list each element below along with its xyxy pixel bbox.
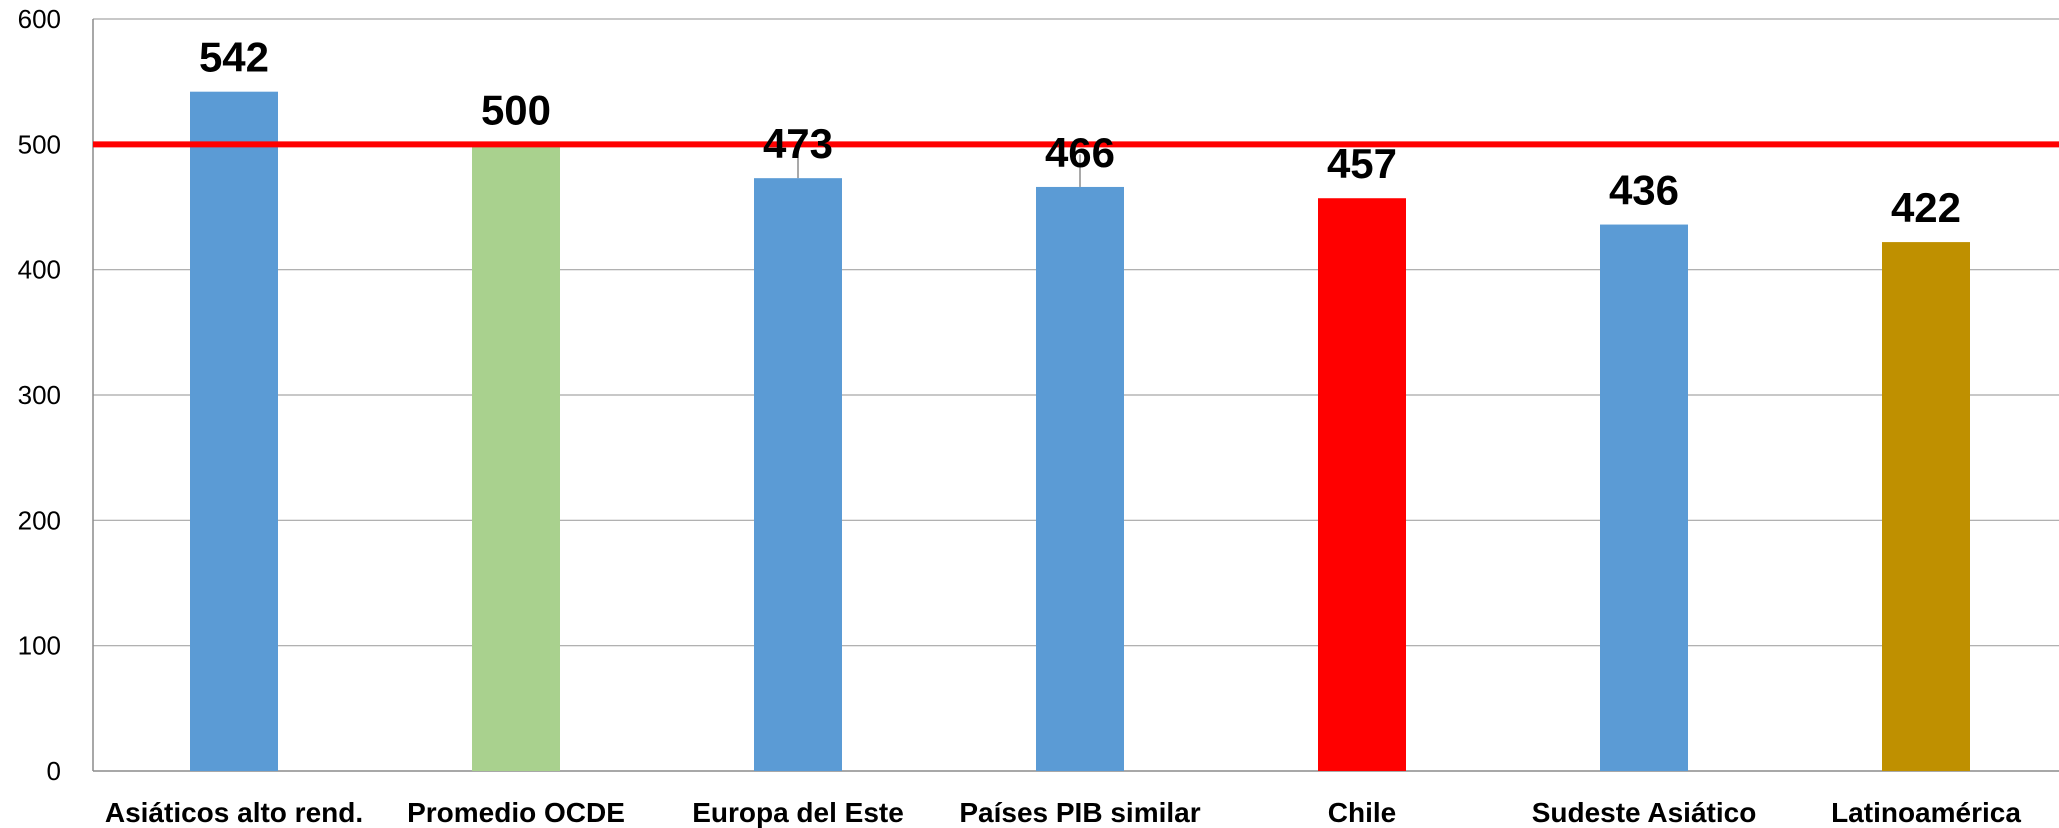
category-label: Asiáticos alto rend. [105,797,363,828]
data-label: 473 [763,120,833,167]
data-label: 422 [1891,184,1961,231]
y-tick-label: 600 [18,4,61,34]
category-label: Latinoamérica [1831,797,2021,828]
x-axis-category-labels: Asiáticos alto rend. Promedio OCDE Europa … [105,797,2021,828]
y-tick-label: 500 [18,129,61,159]
data-label: 466 [1045,129,1115,176]
category-label: Sudeste Asiático [1532,797,1757,828]
category-label: Chile [1328,797,1396,828]
bar [1318,198,1406,771]
data-label: 542 [199,34,269,81]
y-tick-label: 0 [47,756,61,786]
y-tick-label: 200 [18,505,61,535]
error-bars [797,149,1081,187]
data-labels: 542 500 473 466 457 436 422 [199,34,1961,231]
bar [754,178,842,771]
data-label: 457 [1327,140,1397,187]
y-tick-label: 400 [18,255,61,285]
bar [472,144,560,772]
category-label: Países PIB similar [959,797,1200,828]
bar [1600,224,1688,772]
category-label: Europa del Este [692,797,904,828]
bar [190,91,278,771]
y-tick-label: 300 [18,380,61,410]
data-label: 500 [481,86,551,133]
bars [190,91,1970,772]
y-axis-tick-labels: 0 100 200 300 400 500 600 [18,4,61,786]
data-label: 436 [1609,167,1679,214]
bar [1882,242,1970,772]
category-label: Promedio OCDE [407,797,625,828]
bar [1036,186,1124,772]
y-tick-label: 100 [18,631,61,661]
